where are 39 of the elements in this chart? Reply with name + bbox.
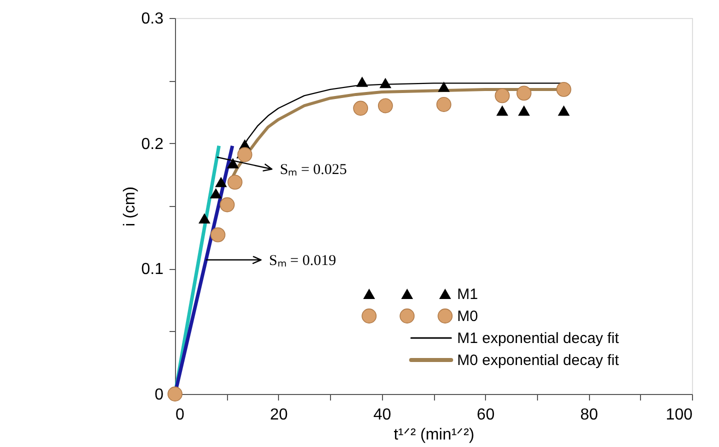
point <box>228 174 242 190</box>
x-tick-label: 20 <box>270 406 288 424</box>
point <box>380 78 392 88</box>
point <box>210 188 222 198</box>
point <box>556 82 572 97</box>
point <box>558 106 570 116</box>
point <box>227 158 239 168</box>
annotation: Sₘ = 0.019 <box>269 252 336 269</box>
legend-label: M1 exponential decay fit <box>457 330 620 347</box>
point <box>353 100 368 116</box>
legend-label: M1 <box>457 286 478 303</box>
x-tick-label: 100 <box>666 406 693 424</box>
annotation: Sₘ = 0.025 <box>280 162 347 178</box>
point <box>168 386 182 402</box>
point <box>516 86 532 101</box>
legend-label: M0 exponential decay fit <box>457 352 620 369</box>
point <box>356 76 368 87</box>
x-tick-label: 60 <box>476 406 495 424</box>
point <box>237 147 252 162</box>
y-tick-label: 0.1 <box>141 261 164 278</box>
point <box>438 82 450 92</box>
point <box>198 214 210 224</box>
point <box>220 197 235 212</box>
x-tick-label: 80 <box>580 406 598 424</box>
point <box>215 177 227 188</box>
x-axis-title: t¹ᐟ² (min¹ᐟ²) <box>394 426 474 444</box>
y-tick-label: 0.2 <box>141 136 164 153</box>
point <box>518 106 530 116</box>
y-tick-label: 0 <box>154 386 164 404</box>
point <box>494 88 510 104</box>
point <box>378 98 393 114</box>
x-tick-label: 40 <box>373 406 392 424</box>
legend-label: M0 <box>457 308 478 325</box>
y-tick-label: 0.3 <box>141 10 164 28</box>
y-axis-title: i (cm) <box>121 186 138 226</box>
point <box>496 106 508 116</box>
point <box>436 97 452 112</box>
point <box>210 227 226 242</box>
x-tick-label: 0 <box>176 406 184 424</box>
